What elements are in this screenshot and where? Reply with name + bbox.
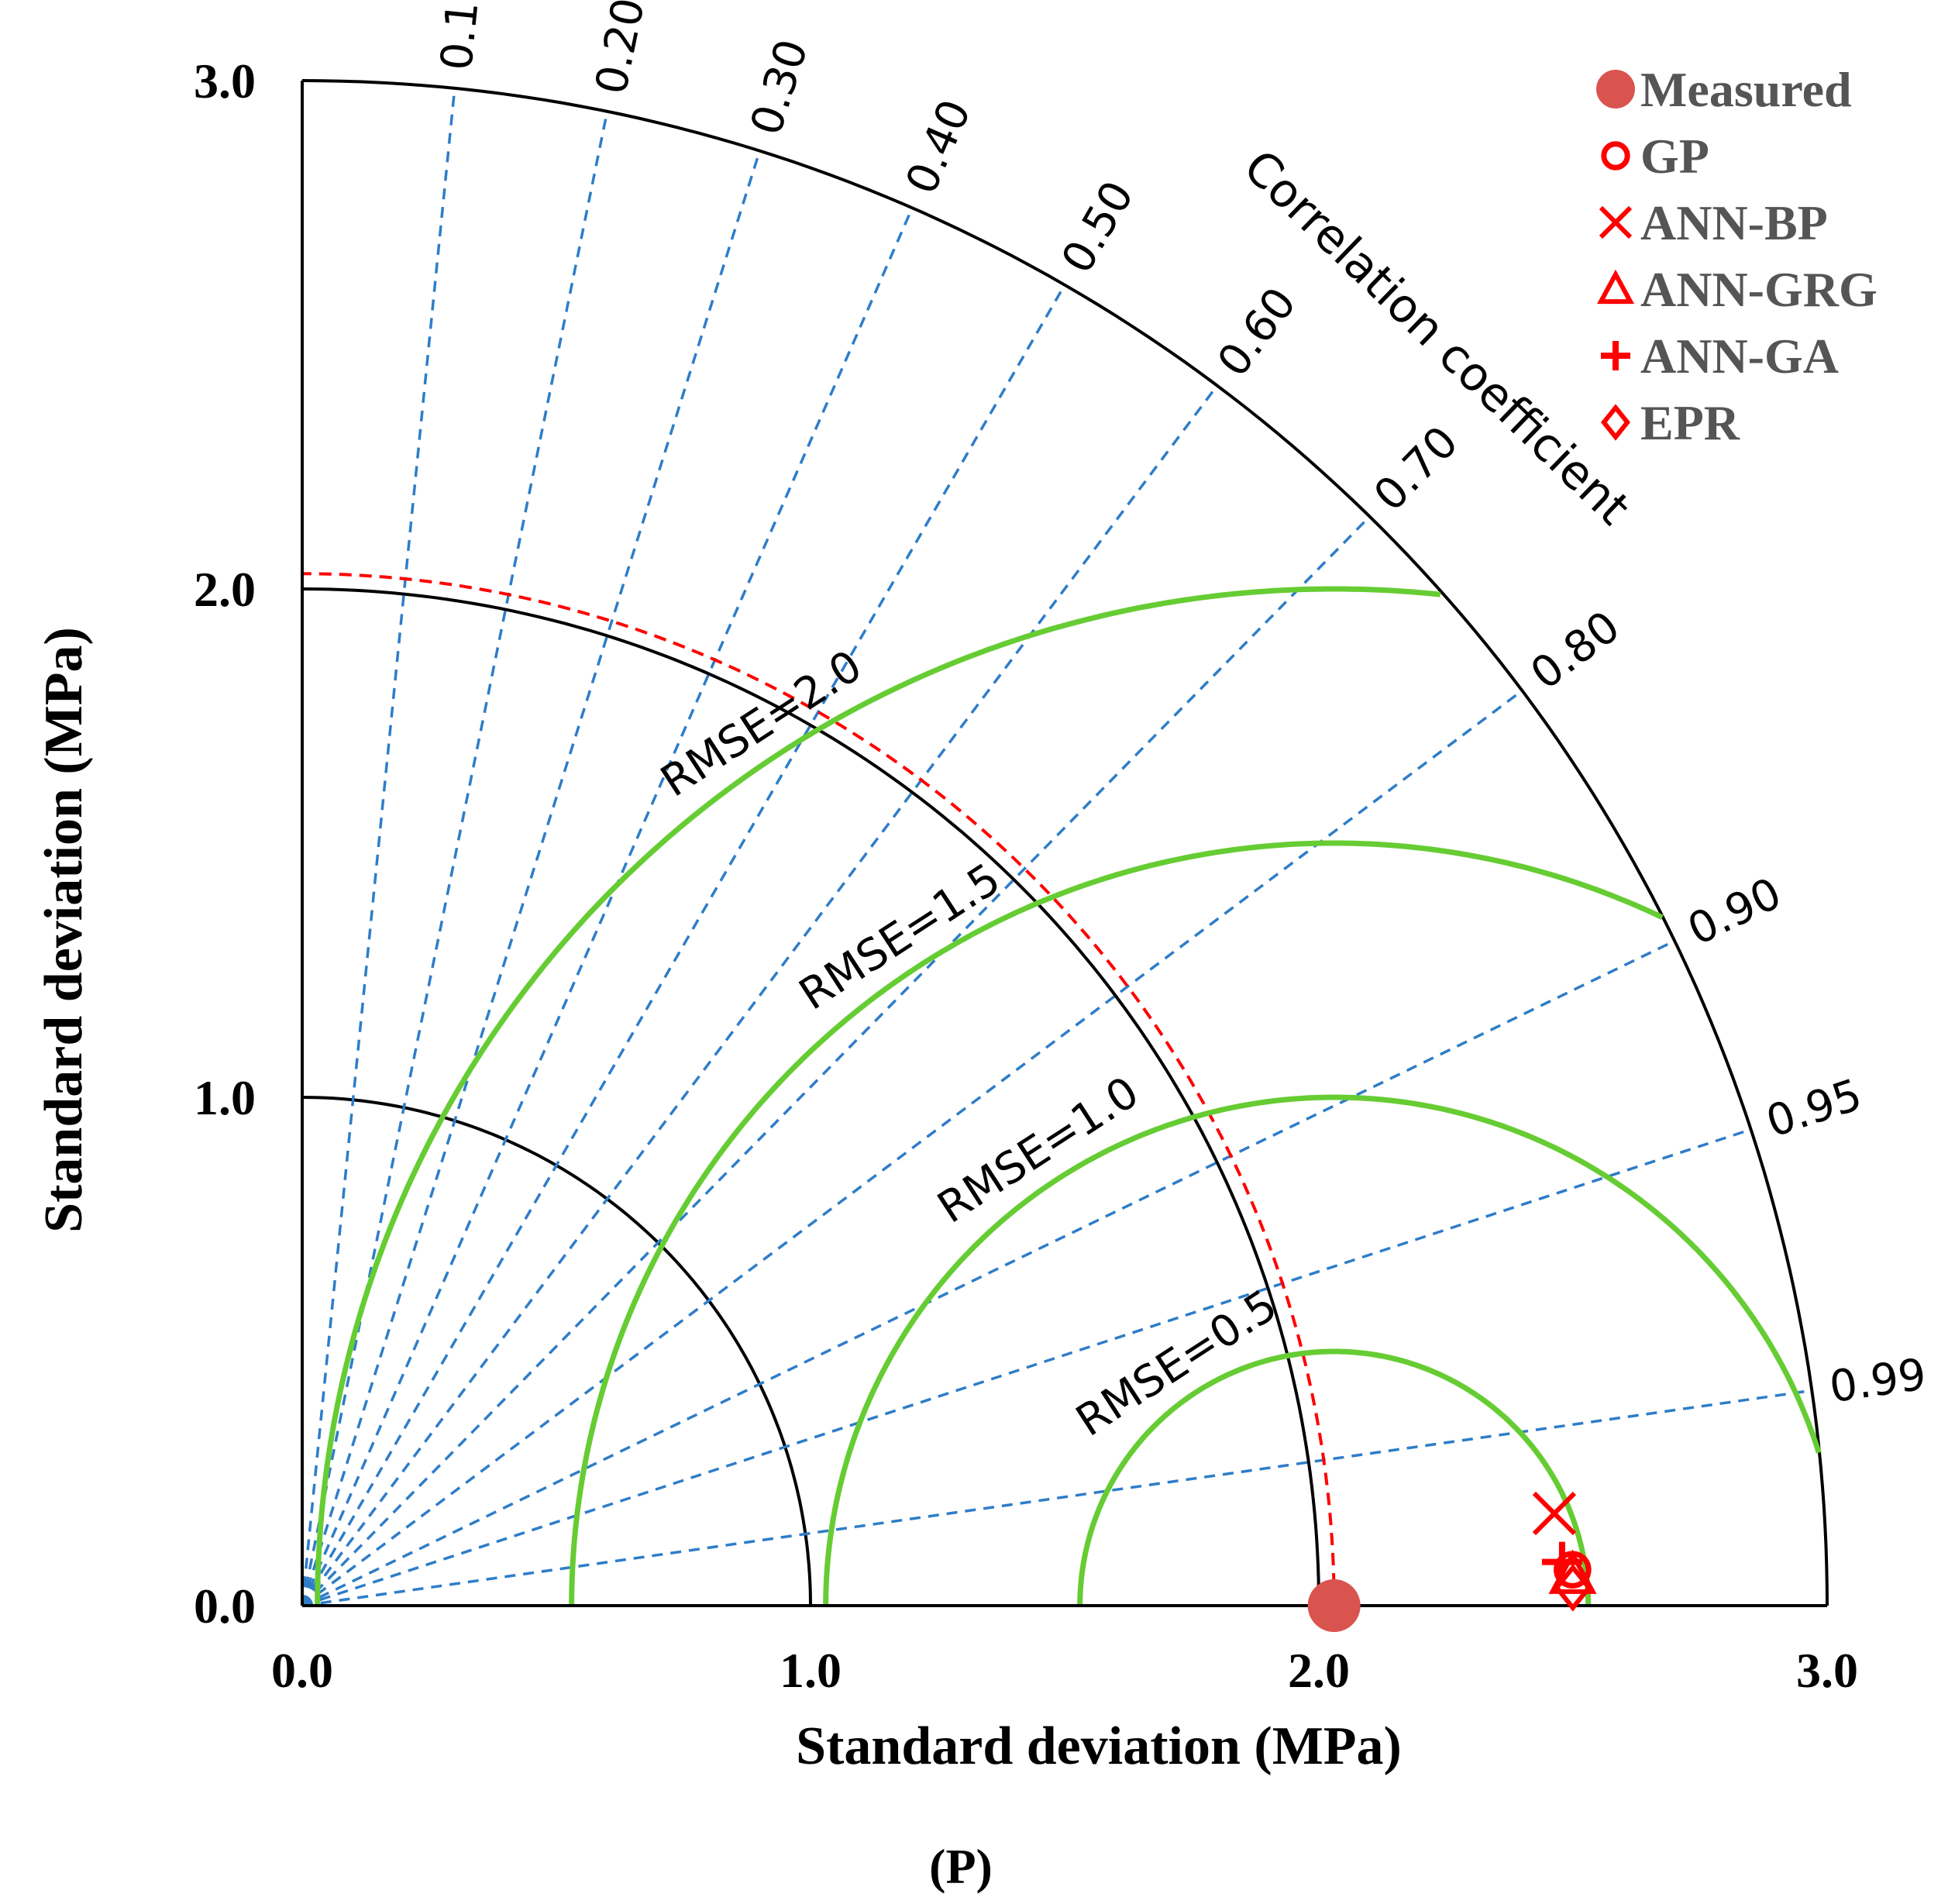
panel-label: (P) xyxy=(929,1839,993,1894)
legend-marker-epr xyxy=(1600,404,1631,441)
correlation-line-0.70 xyxy=(301,515,1371,1607)
correlation-line-0.10 xyxy=(301,88,456,1606)
legend-label-ann-ga: ANN-GA xyxy=(1640,329,1839,384)
correlation-line-0.60 xyxy=(301,384,1219,1607)
legend-marker-ann-grg xyxy=(1596,269,1635,305)
legend-marker-measured-shape xyxy=(1596,70,1635,108)
rmse-contour-1 xyxy=(823,1094,1822,1606)
legend-marker-ann-bp-shape xyxy=(1599,205,1633,239)
legend-marker-ann-grg-shape xyxy=(1596,269,1635,305)
correlation-label-0.95: 0.95 xyxy=(1761,1069,1868,1148)
correlation-label-0.80: 0.80 xyxy=(1522,601,1630,700)
legend-item-gp: GP xyxy=(1601,129,1709,184)
correlation-label-0.40: 0.40 xyxy=(897,92,981,201)
correlation-line-0.95 xyxy=(301,1128,1752,1607)
data-point-epr-shape xyxy=(1554,1564,1592,1612)
legend-marker-ann-ga-shape xyxy=(1601,341,1630,370)
legend-label-measured: Measured xyxy=(1640,62,1852,117)
correlation-label-0.20: 0.20 xyxy=(586,0,655,98)
legend-item-epr: EPR xyxy=(1600,395,1740,450)
x-tick-label-3.0: 3.0 xyxy=(1796,1643,1858,1698)
legend-label-ann-bp: ANN-BP xyxy=(1640,195,1828,250)
correlation-line-0.40 xyxy=(301,207,914,1606)
legend-marker-ann-ga xyxy=(1601,341,1630,370)
correlation-label-0.60: 0.60 xyxy=(1208,278,1306,386)
correlation-label-0.99: 0.99 xyxy=(1826,1349,1929,1413)
rmse-label-1.5: RMSE=1.5 xyxy=(790,854,1009,1021)
rmse-contour-2 xyxy=(315,586,1441,1606)
data-point-measured xyxy=(1307,1579,1361,1632)
data-point-measured-shape xyxy=(1307,1579,1361,1632)
legend-marker-epr-shape xyxy=(1600,404,1631,441)
y-tick-label-2.0: 2.0 xyxy=(194,562,256,617)
data-point-ann-bp xyxy=(1532,1491,1577,1536)
x-tick-label-1.0: 1.0 xyxy=(780,1643,842,1698)
correlation-line-0.20 xyxy=(301,111,609,1606)
data-point-epr xyxy=(1554,1564,1592,1612)
std-arc-2 xyxy=(301,587,1320,1606)
legend-marker-gp-shape xyxy=(1601,141,1630,170)
std-arc-1 xyxy=(301,1096,812,1606)
legend-label-epr: EPR xyxy=(1640,395,1740,450)
correlation-label-0.10: 0.10 xyxy=(432,0,491,73)
correlation-label-0.90: 0.90 xyxy=(1680,868,1789,955)
correlation-line-0.80 xyxy=(301,689,1523,1607)
legend-label-ann-grg: ANN-GRG xyxy=(1640,262,1878,317)
legend-item-ann-grg: ANN-GRG xyxy=(1596,262,1878,317)
x-tick-label-0.0: 0.0 xyxy=(271,1643,333,1698)
data-point-ann-ga-shape xyxy=(1541,1541,1582,1582)
correlation-line-0.30 xyxy=(301,150,762,1606)
correlation-line-0.50 xyxy=(301,284,1066,1606)
y-axis-title: Standard deviation (MPa) xyxy=(34,627,94,1233)
x-axis-title: Standard deviation (MPa) xyxy=(796,1716,1402,1776)
legend-item-ann-bp: ANN-BP xyxy=(1599,195,1828,250)
correlation-label-0.70: 0.70 xyxy=(1365,417,1468,522)
correlation-line-0.90 xyxy=(301,939,1675,1607)
rmse-label-1: RMSE=1.0 xyxy=(929,1067,1148,1234)
legend-marker-gp xyxy=(1601,141,1630,170)
rmse-contour-1.5 xyxy=(569,840,1664,1606)
data-point-ann-ga xyxy=(1541,1541,1582,1582)
correlation-line-0.99 xyxy=(301,1389,1812,1607)
data-point-ann-bp-shape xyxy=(1532,1491,1577,1536)
std-arc-3 xyxy=(301,79,1829,1606)
reference-std-arc xyxy=(301,572,1336,1606)
correlation-label-0.50: 0.50 xyxy=(1052,173,1144,281)
legend-marker-ann-bp xyxy=(1599,205,1633,239)
y-tick-label-0.0: 0.0 xyxy=(194,1579,256,1634)
legend-label-gp: GP xyxy=(1640,129,1709,184)
x-tick-label-2.0: 2.0 xyxy=(1288,1643,1350,1698)
y-tick-label-3.0: 3.0 xyxy=(194,53,256,108)
legend-item-ann-ga: ANN-GA xyxy=(1601,329,1839,384)
legend-marker-measured xyxy=(1596,70,1635,108)
y-tick-label-1.0: 1.0 xyxy=(194,1070,256,1125)
rmse-contour-0.5 xyxy=(1077,1348,1592,1606)
legend-item-measured: Measured xyxy=(1596,62,1852,117)
correlation-label-0.30: 0.30 xyxy=(741,33,817,140)
